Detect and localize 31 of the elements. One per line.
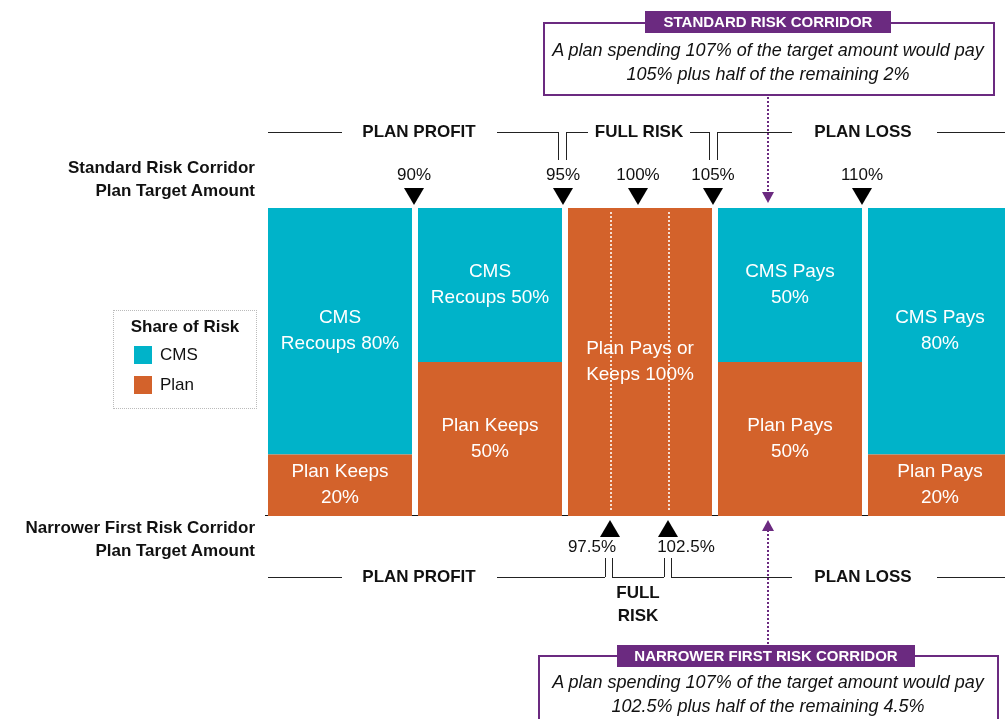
text: 102.5% bbox=[656, 536, 716, 558]
text: Narrower First Risk Corridor Plan Target Amount bbox=[24, 517, 255, 562]
text: STANDARD RISK CORRIDOR bbox=[645, 11, 891, 33]
text: 90% bbox=[396, 164, 432, 186]
text: PLAN LOSS bbox=[792, 120, 934, 143]
text: 110% bbox=[839, 164, 885, 186]
text: A plan spending 107% of the target amount would pay 105% plus half of the remaining 2% bbox=[550, 39, 986, 86]
text: A plan spending 107% of the target amount would pay 102.5% plus half of the remaining 4.5% bbox=[550, 671, 986, 718]
data-label: CMS Recoups 80% bbox=[280, 306, 400, 354]
data-label: CMS Recoups 50% bbox=[430, 260, 550, 308]
data-label: Plan Keeps 50% bbox=[441, 414, 539, 462]
text: NARROWER FIRST RISK CORRIDOR bbox=[617, 645, 915, 667]
text: 100% bbox=[615, 164, 661, 186]
text: FULL RISK bbox=[608, 581, 668, 627]
text: 97.5% bbox=[566, 536, 618, 558]
data-label: Plan Pays 20% bbox=[897, 460, 983, 508]
legend-title: Share of Risk bbox=[129, 317, 241, 337]
text: FULL RISK bbox=[590, 120, 688, 143]
text: 105% bbox=[690, 164, 736, 186]
legend-label: Plan bbox=[160, 375, 195, 395]
legend-label: CMS bbox=[160, 345, 198, 365]
text: PLAN PROFIT bbox=[344, 565, 494, 588]
text: 95% bbox=[545, 164, 581, 186]
data-label: Plan Pays 50% bbox=[747, 414, 833, 462]
text: PLAN LOSS bbox=[792, 565, 934, 588]
text: PLAN PROFIT bbox=[344, 120, 494, 143]
text: Standard Risk Corridor Plan Target Amount bbox=[66, 157, 255, 202]
data-label: CMS Pays 50% bbox=[745, 260, 835, 308]
data-label: Plan Keeps 20% bbox=[291, 460, 389, 508]
data-label: Plan Pays or Keeps 100% bbox=[586, 337, 695, 385]
data-label: CMS Pays 80% bbox=[895, 306, 985, 354]
